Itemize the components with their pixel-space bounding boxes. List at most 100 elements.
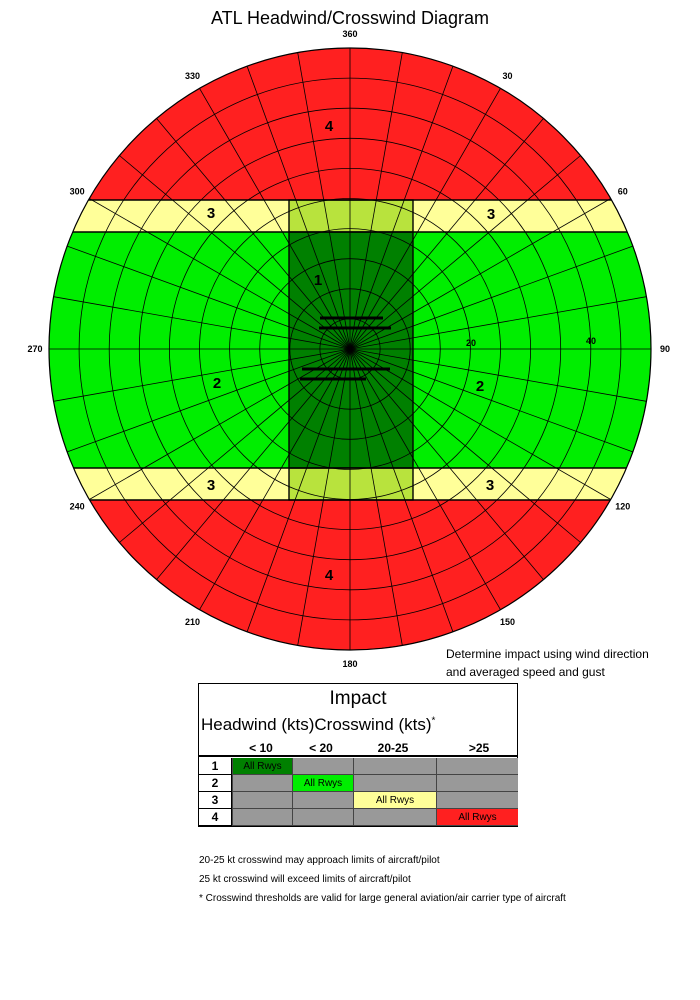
compass-label-180: 180 <box>342 659 357 669</box>
impact-cell <box>232 809 292 826</box>
zone1-label: 1 <box>314 272 322 289</box>
impact-cell-active: All Rwys <box>436 809 518 826</box>
impact-cell <box>292 758 353 775</box>
impact-cell-active: All Rwys <box>232 758 292 775</box>
direction-spoke <box>156 118 351 350</box>
zone3-bottom-right-label: 3 <box>486 477 494 494</box>
compass-label-30: 30 <box>502 71 512 81</box>
direction-spoke <box>349 348 633 453</box>
direction-spoke <box>67 348 351 453</box>
speed-label-40: 40 <box>586 336 596 346</box>
impact-row-4: 4 All Rwys <box>199 809 518 826</box>
compass-label-270: 270 <box>27 344 42 354</box>
impact-row-2: 2 All Rwys <box>199 775 518 792</box>
column-header-20-25: 20-25 <box>377 741 409 755</box>
direction-spoke <box>349 118 544 350</box>
impact-row-label: 4 <box>199 809 232 826</box>
impact-row-label: 1 <box>199 758 232 775</box>
direction-spoke <box>156 348 351 580</box>
compass-label-300: 300 <box>70 187 85 197</box>
crosswind-asterisk: * <box>431 715 436 727</box>
direction-spoke <box>349 198 611 350</box>
zone3-bottom-left-label: 3 <box>207 477 215 494</box>
direction-spoke <box>349 245 633 350</box>
direction-spoke <box>349 348 581 543</box>
direction-spoke <box>53 296 351 350</box>
column-header-lt20: < 20 <box>309 741 333 755</box>
compass-label-150: 150 <box>500 617 515 627</box>
direction-spoke <box>246 66 351 350</box>
direction-spoke <box>53 348 351 402</box>
zone4-bottom-label: 4 <box>325 567 334 584</box>
direction-spoke <box>349 155 581 350</box>
direction-spoke <box>349 52 403 350</box>
impact-cell <box>232 775 292 792</box>
notes: 20-25 kt crosswind may approach limits o… <box>199 851 566 908</box>
impact-row-1: 1 All Rwys <box>199 758 518 775</box>
impact-cell <box>436 758 518 775</box>
speed-label-20: 20 <box>466 338 476 348</box>
impact-cell-active: All Rwys <box>353 792 436 809</box>
direction-spoke <box>349 88 501 350</box>
crosswind-header: Crosswind (kts) <box>314 715 432 734</box>
compass-label-330: 330 <box>185 71 200 81</box>
impact-table-header: Headwind (kts)Crosswind (kts)* <box>201 715 435 735</box>
direction-spoke <box>349 348 611 500</box>
direction-spoke <box>349 348 647 402</box>
impact-cell <box>353 775 436 792</box>
headwind-header: Headwind (kts) <box>201 715 315 734</box>
impact-cell-active: All Rwys <box>292 775 353 792</box>
impact-table-title: Impact <box>329 688 387 709</box>
column-header-gt25: >25 <box>468 741 490 755</box>
impact-cell <box>292 792 353 809</box>
instructions-line-1: Determine impact using wind direction <box>446 647 649 661</box>
instructions-line-2: and averaged speed and gust <box>446 665 605 679</box>
instructions: Determine impact using wind direction an… <box>446 645 649 681</box>
impact-row-3: 3 All Rwys <box>199 792 518 809</box>
zone1-light-strip-top <box>289 200 413 232</box>
note-2: 25 kt crosswind will exceed limits of ai… <box>199 874 411 885</box>
zone3-top-left-label: 3 <box>207 205 215 222</box>
zone1-light-strip-bottom <box>289 468 413 500</box>
impact-table: Impact Headwind (kts)Crosswind (kts)* < … <box>198 683 518 827</box>
direction-spoke <box>119 155 351 350</box>
direction-spoke <box>349 348 403 646</box>
direction-spoke <box>349 348 454 632</box>
zone3-top-right-label: 3 <box>487 206 495 223</box>
impact-cell <box>436 792 518 809</box>
note-1: 20-25 kt crosswind may approach limits o… <box>199 855 440 866</box>
impact-cell <box>232 792 292 809</box>
impact-cell <box>436 775 518 792</box>
direction-spoke <box>199 88 351 350</box>
column-header-lt10: < 10 <box>249 741 273 755</box>
compass-label-120: 120 <box>615 502 630 512</box>
direction-spoke <box>349 348 501 610</box>
direction-spoke <box>119 348 351 543</box>
runway-markers <box>300 316 391 381</box>
compass-label-90: 90 <box>660 344 670 354</box>
zone2-right-label: 2 <box>476 378 484 395</box>
note-3: * Crosswind thresholds are valid for lar… <box>199 893 566 904</box>
direction-spoke <box>349 66 454 350</box>
direction-spoke <box>349 296 647 350</box>
zone4-top-label: 4 <box>325 118 334 135</box>
direction-spoke <box>89 348 351 500</box>
direction-spoke <box>297 348 351 646</box>
zone2-left-label: 2 <box>213 375 221 392</box>
direction-spoke <box>89 198 351 350</box>
direction-spoke <box>67 245 351 350</box>
compass-label-240: 240 <box>70 502 85 512</box>
impact-row-label: 2 <box>199 775 232 792</box>
direction-spoke <box>297 52 351 350</box>
page-title: ATL Headwind/Crosswind Diagram <box>210 8 490 28</box>
compass-label-60: 60 <box>618 187 628 197</box>
direction-spoke <box>349 348 544 580</box>
impact-cell <box>292 809 353 826</box>
compass-label-360: 360 <box>342 29 357 39</box>
impact-cell <box>353 809 436 826</box>
impact-cell <box>353 758 436 775</box>
impact-row-label: 3 <box>199 792 232 809</box>
compass-label-210: 210 <box>185 617 200 627</box>
direction-spoke <box>246 348 351 632</box>
